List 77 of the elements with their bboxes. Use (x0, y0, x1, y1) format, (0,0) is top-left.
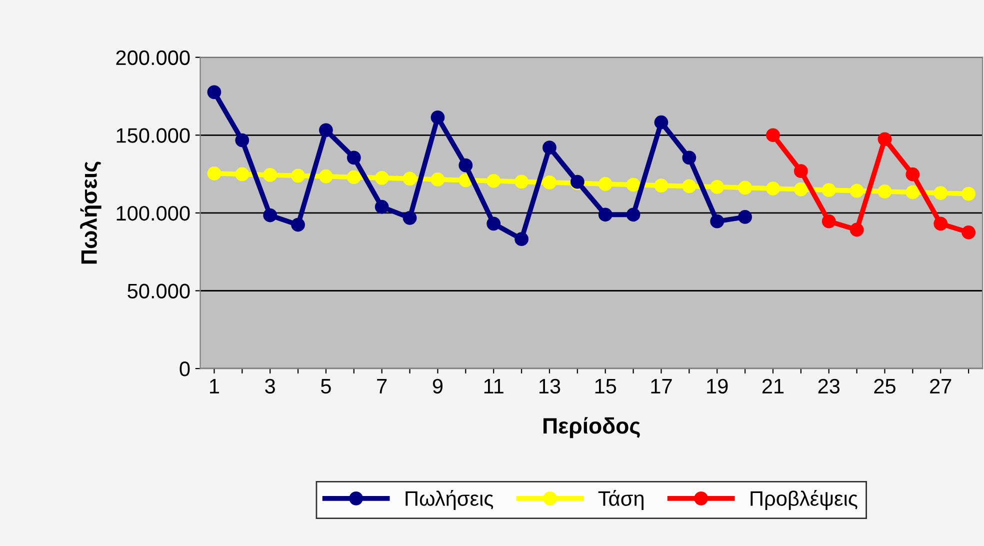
point (850, 222, 864, 237)
x-tick-label: 7 (377, 379, 387, 394)
point (263, 208, 278, 222)
legend-label: Τάση (598, 490, 644, 510)
x-axis-title: Περίοδος (544, 417, 640, 438)
point (738, 180, 752, 195)
point (710, 180, 724, 194)
point (934, 186, 948, 200)
point (486, 174, 501, 188)
x-tick-label: 21 (762, 378, 784, 394)
point (319, 123, 333, 138)
point (738, 210, 752, 224)
x-tick-label: 23 (818, 378, 840, 394)
point (934, 216, 948, 231)
point (710, 214, 724, 228)
point (654, 178, 668, 192)
point (962, 225, 976, 240)
x-tick-label: 3 (265, 378, 275, 394)
point (402, 172, 417, 186)
point (682, 179, 696, 194)
point (822, 183, 836, 198)
point (542, 140, 556, 155)
point (486, 216, 501, 231)
x-tick-label: 17 (651, 379, 672, 394)
point (682, 150, 696, 165)
point (878, 132, 892, 146)
point (878, 184, 892, 198)
point (291, 168, 305, 183)
point (626, 178, 640, 192)
point (263, 168, 278, 182)
point (794, 164, 808, 178)
point (207, 166, 222, 180)
point (850, 184, 864, 198)
x-tick-label: 15 (595, 379, 616, 394)
x-tick-label: 19 (707, 378, 728, 394)
point (346, 170, 361, 184)
x-tick-label: 5 (321, 379, 331, 394)
point (906, 185, 920, 200)
point (402, 210, 417, 225)
point (766, 128, 780, 142)
point (374, 200, 389, 214)
x-tick-label: 9 (432, 378, 443, 394)
point (346, 150, 361, 165)
point (794, 182, 808, 196)
y-tick-label: 100.000 (116, 206, 190, 221)
y-tick-label: 150.000 (116, 128, 190, 143)
point (542, 175, 556, 190)
point (514, 174, 528, 189)
y-axis-title: Πωλήσεις (80, 162, 102, 264)
y-tick-label: 200.000 (116, 50, 190, 66)
point (906, 167, 920, 182)
point (766, 182, 780, 196)
point (430, 110, 445, 124)
legend-label: Πωλήσεις (406, 490, 494, 510)
y-tick-label: 50.000 (128, 284, 190, 298)
point (235, 133, 250, 148)
point (822, 214, 836, 228)
point (207, 85, 222, 100)
point (319, 169, 333, 184)
point (962, 186, 976, 201)
point (654, 115, 668, 130)
x-tick-label: 11 (484, 379, 504, 394)
point (430, 172, 445, 186)
x-tick-label: 25 (874, 378, 896, 394)
point (458, 158, 473, 172)
point (235, 167, 250, 182)
point (598, 177, 612, 191)
point (626, 208, 640, 222)
x-tick-label: 27 (930, 378, 952, 394)
x-tick-label: 1 (210, 379, 219, 394)
x-tick-label: 13 (539, 378, 560, 394)
point (598, 208, 612, 222)
point (291, 218, 305, 232)
point (514, 232, 528, 246)
legend-label: Προβλέψεις (750, 490, 858, 510)
y-tick-label: 0 (180, 362, 190, 376)
point (374, 170, 389, 185)
